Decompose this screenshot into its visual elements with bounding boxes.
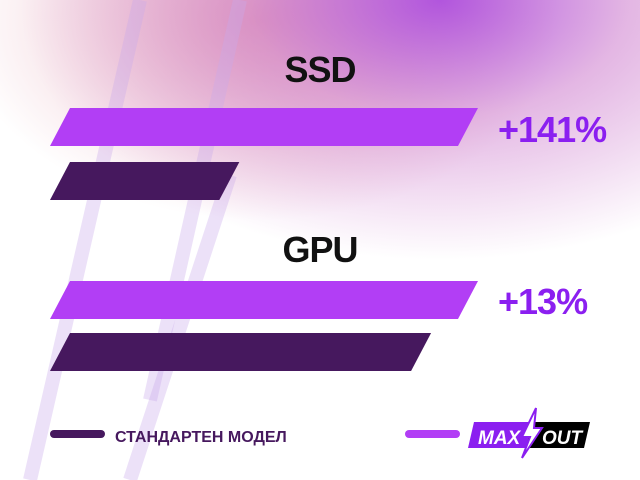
legend-swatch-maxout [405,430,460,438]
category-label-gpu: GPU [282,229,357,270]
data-label-ssd: +141% [498,109,607,150]
data-label-gpu: +13% [498,281,588,322]
svg-text:MAX: MAX [478,428,522,449]
bar-ssd-maxout [50,108,478,146]
background-stripes [23,0,247,480]
bar-gpu-standard [50,333,432,371]
bar-gpu-maxout [50,281,478,319]
category-label-ssd: SSD [284,49,355,90]
legend-swatch-standard [50,430,105,438]
maxout-logo: MAX OUT [468,407,590,459]
svg-text:OUT: OUT [542,428,584,449]
legend-label-standard: СТАНДАРТЕН МОДЕЛ [115,429,287,446]
bar-ssd-standard [50,162,240,200]
